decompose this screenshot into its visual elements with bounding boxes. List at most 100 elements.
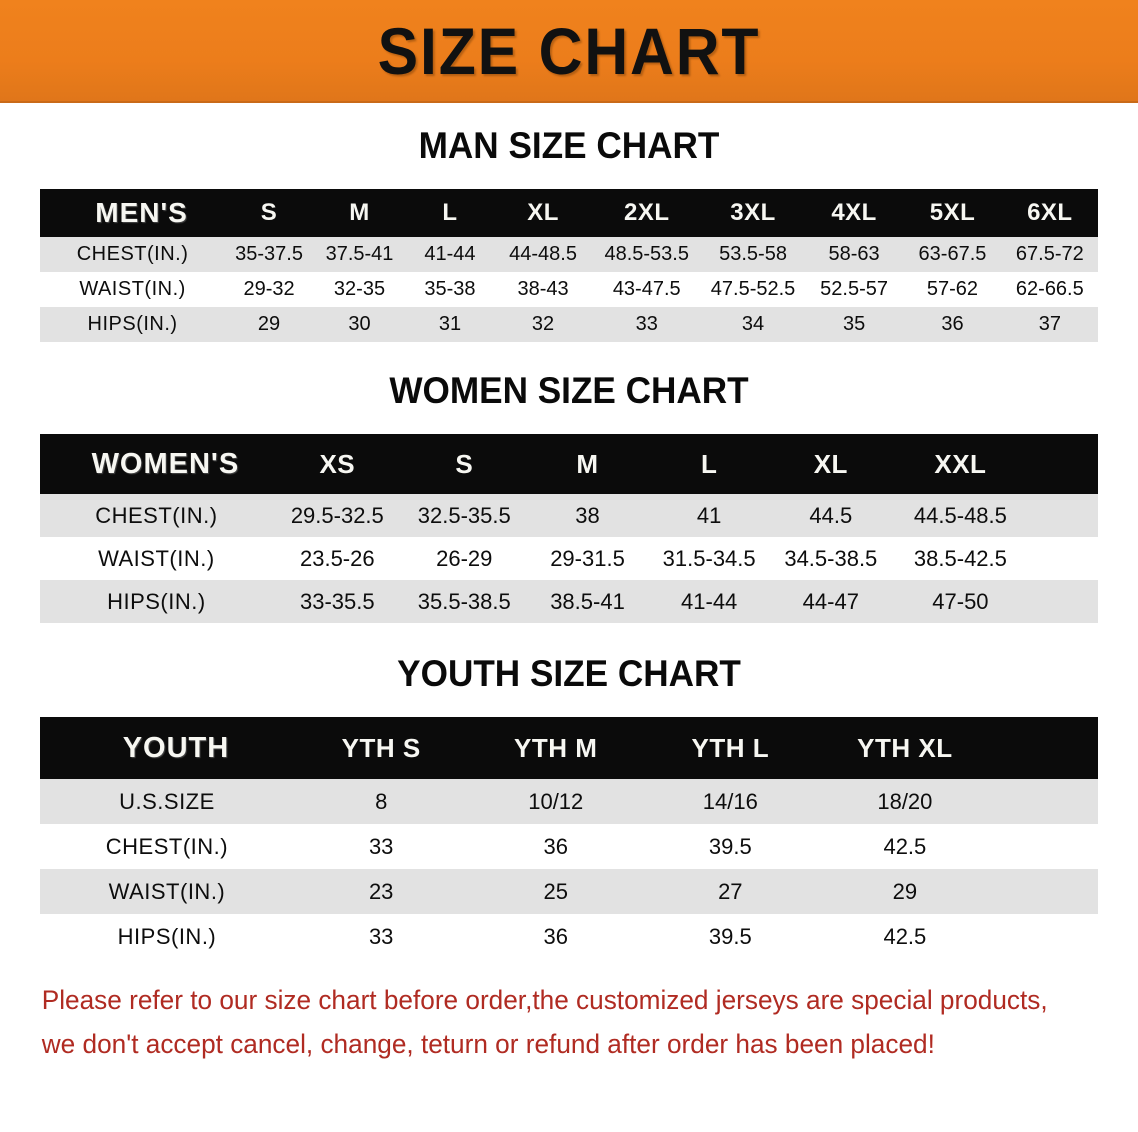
- youth-size-chart-wrap: YOUTH YTH S YTH M YTH L YTH XL U.S.SIZE 8 10/12…: [40, 717, 1098, 959]
- man-size-chart-wrap: MEN'S S M L XL 2XL 3XL 4XL 5XL 6XL CHEST(IN.) 35-37…: [40, 189, 1098, 342]
- men-cell: 36: [941, 313, 964, 335]
- youth-cell: 39.5: [708, 833, 752, 859]
- men-size-header: 5XL: [929, 199, 976, 226]
- youth-cell: 14/16: [702, 788, 758, 814]
- women-cell: 32.5-35.5: [417, 502, 511, 528]
- women-table-body: WOMEN'S XS S M L XL XXL CHEST(IN.) 29.5-32.5 32.5…: [40, 434, 1098, 623]
- page-banner: SIZE CHART: [0, 0, 1138, 103]
- men-size-header: S: [260, 199, 278, 226]
- youth-cell: 39.5: [708, 923, 752, 949]
- youth-cell: 27: [718, 878, 743, 904]
- men-row-label: HIPS(IN.): [87, 313, 178, 335]
- youth-size-header: YTH M: [514, 732, 598, 763]
- men-cell: 29: [257, 313, 281, 335]
- men-cell: 35-37.5: [235, 243, 303, 265]
- youth-corner-label: YOUTH: [122, 731, 230, 764]
- men-cell: 43-47.5: [612, 278, 681, 300]
- youth-size-chart-table: YOUTH YTH S YTH M YTH L YTH XL U.S.SIZE 8 10/12…: [40, 717, 1098, 959]
- youth-size-header: YTH S: [341, 732, 421, 763]
- youth-section-heading: YOUTH SIZE CHART: [397, 653, 741, 694]
- men-cell: 33: [635, 313, 658, 335]
- youth-header-spacer: [992, 717, 1098, 779]
- youth-table-row: WAIST(IN.) 23 25 27 29: [40, 869, 1098, 914]
- men-cell: 48.5-53.5: [604, 243, 689, 265]
- men-row-label: WAIST(IN.): [79, 278, 186, 300]
- men-cell: 32: [531, 313, 555, 335]
- youth-cell-spacer: [992, 779, 1098, 824]
- women-row-label: CHEST(IN.): [95, 502, 218, 528]
- women-size-header: M: [576, 448, 599, 479]
- women-cell: 38.5-41: [550, 588, 625, 614]
- men-cell: 32-35: [333, 278, 386, 300]
- men-cell: 67.5-72: [1015, 243, 1084, 265]
- women-table-row: WAIST(IN.) 23.5-26 26-29 29-31.5 31.5-34.5 34…: [40, 537, 1098, 580]
- youth-cell: 33: [368, 833, 394, 859]
- men-header-row: MEN'S S M L XL 2XL 3XL 4XL 5XL 6XL: [40, 189, 1098, 237]
- youth-size-header: YTH L: [691, 732, 770, 763]
- youth-cell-spacer: [992, 869, 1098, 914]
- youth-cell: 10/12: [528, 788, 584, 814]
- women-cell: 44.5: [809, 502, 853, 528]
- youth-table-row: CHEST(IN.) 33 36 39.5 42.5: [40, 824, 1098, 869]
- women-cell: 29-31.5: [550, 545, 625, 571]
- order-policy-note: Please refer to our size chart before or…: [34, 979, 1072, 1066]
- youth-cell: 18/20: [877, 788, 933, 814]
- men-size-header: XL: [527, 199, 559, 226]
- women-cell: 44.5-48.5: [913, 502, 1007, 528]
- youth-cell: 33: [368, 923, 394, 949]
- youth-row-label: CHEST(IN.): [105, 833, 229, 859]
- women-size-chart-wrap: WOMEN'S XS S M L XL XXL CHEST(IN.) 29.5-32.5 32.5…: [40, 434, 1098, 623]
- women-size-header: XXL: [934, 448, 987, 479]
- men-size-header: 3XL: [730, 199, 776, 226]
- men-cell: 52.5-57: [820, 278, 888, 300]
- men-cell: 37: [1038, 313, 1061, 335]
- youth-cell: 42.5: [883, 923, 927, 949]
- women-row-label: WAIST(IN.): [98, 545, 215, 571]
- women-cell: 31.5-34.5: [662, 545, 756, 571]
- note-line-2: we don't accept cancel, change, teturn o…: [41, 1028, 935, 1059]
- men-size-header: M: [349, 199, 370, 226]
- women-table-row: CHEST(IN.) 29.5-32.5 32.5-35.5 38 41 44.5 44.5…: [40, 494, 1098, 537]
- women-size-header: L: [700, 448, 718, 479]
- men-table-row: CHEST(IN.) 35-37.5 37.5-41 41-44 44-48.5 48.5…: [40, 237, 1098, 272]
- women-section-heading: WOMEN SIZE CHART: [389, 370, 749, 411]
- men-cell: 41-44: [424, 243, 476, 265]
- women-size-header: XL: [813, 448, 848, 479]
- women-cell: 44-47: [802, 588, 859, 614]
- man-size-chart-table: MEN'S S M L XL 2XL 3XL 4XL 5XL 6XL CHEST(IN.) 35-37…: [40, 189, 1098, 342]
- women-cell-spacer: [1029, 494, 1098, 537]
- women-cell: 47-50: [932, 588, 989, 614]
- women-cell: 33-35.5: [299, 588, 375, 614]
- men-cell: 35-38: [424, 278, 476, 300]
- men-cell: 37.5-41: [325, 243, 394, 265]
- man-table-body: MEN'S S M L XL 2XL 3XL 4XL 5XL 6XL CHEST(IN.) 35-37…: [40, 189, 1098, 342]
- men-size-header: 6XL: [1027, 199, 1073, 226]
- men-cell: 58-63: [828, 243, 880, 265]
- women-corner-label: WOMEN'S: [91, 447, 240, 480]
- women-cell-spacer: [1029, 580, 1098, 623]
- women-cell: 38.5-42.5: [913, 545, 1007, 571]
- men-cell: 53.5-58: [719, 243, 787, 265]
- youth-table-row: HIPS(IN.) 33 36 39.5 42.5: [40, 914, 1098, 959]
- women-size-header: S: [455, 448, 474, 479]
- women-size-header: XS: [319, 448, 356, 479]
- men-cell: 31: [438, 313, 462, 335]
- women-table-row: HIPS(IN.) 33-35.5 35.5-38.5 38.5-41 41-44 44-…: [40, 580, 1098, 623]
- note-line-1: Please refer to our size chart before or…: [41, 985, 1048, 1015]
- men-size-header: 4XL: [831, 199, 877, 226]
- youth-row-label: HIPS(IN.): [117, 923, 217, 949]
- women-cell: 26-29: [436, 545, 493, 571]
- men-cell: 34: [741, 313, 765, 335]
- men-cell: 30: [348, 313, 371, 335]
- youth-cell-spacer: [992, 914, 1098, 959]
- women-size-chart-table: WOMEN'S XS S M L XL XXL CHEST(IN.) 29.5-32.5 32.5…: [40, 434, 1098, 623]
- youth-header-row: YOUTH YTH S YTH M YTH L YTH XL: [40, 717, 1098, 779]
- men-cell: 44-48.5: [509, 243, 577, 265]
- youth-cell: 8: [375, 788, 388, 814]
- men-size-header: L: [442, 199, 458, 226]
- youth-cell: 29: [892, 878, 918, 904]
- women-cell: 23.5-26: [299, 545, 375, 571]
- youth-cell-spacer: [992, 824, 1098, 869]
- women-cell: 41: [696, 502, 722, 528]
